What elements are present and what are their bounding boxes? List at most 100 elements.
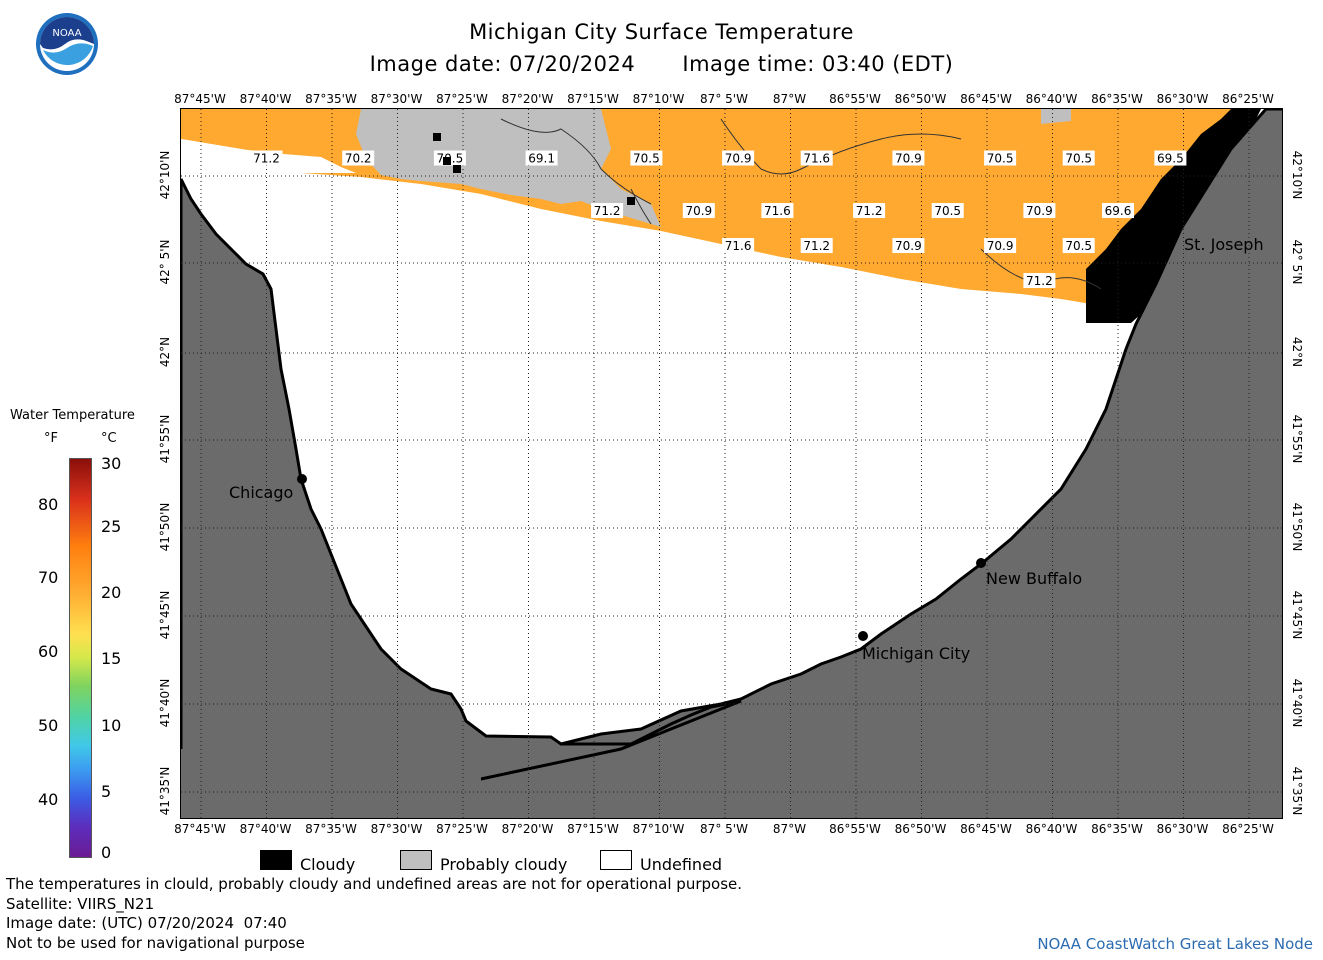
- longitude-label: 86°50'W: [894, 822, 947, 836]
- longitude-label: 86°35'W: [1091, 92, 1143, 106]
- svg-text:69.1: 69.1: [528, 152, 555, 166]
- colorbar-c-tick: 10: [101, 716, 122, 735]
- longitude-label: 86°30'W: [1156, 822, 1209, 836]
- legend-swatch-undefined: [600, 850, 632, 870]
- city-label-chicago: Chicago: [229, 483, 293, 502]
- latitude-label: 42°N: [1290, 336, 1304, 368]
- longitude-label: 87°30'W: [370, 92, 423, 106]
- longitude-label: 86°25'W: [1222, 92, 1274, 106]
- image-date: Image date: 07/20/2024: [369, 52, 636, 76]
- temperature-value-label: 71.2: [800, 238, 833, 254]
- temperature-value-label: 71.2: [1023, 273, 1056, 289]
- longitude-label: 87°30'W: [370, 822, 423, 836]
- longitude-label: 87°35'W: [305, 822, 357, 836]
- station-marker: [443, 157, 451, 165]
- svg-text:70.9: 70.9: [895, 239, 922, 253]
- longitude-label: 87°W: [772, 822, 807, 836]
- colorbar-unit-f: °F: [44, 431, 58, 446]
- svg-text:71.2: 71.2: [803, 239, 830, 253]
- temperature-value-label: 70.5: [931, 203, 964, 219]
- latitude-label: 41°35'N: [158, 766, 172, 816]
- latitude-label: 42°10'N: [1290, 150, 1304, 200]
- longitude-label: 86°50'W: [894, 92, 947, 106]
- temperature-value-label: 71.6: [761, 203, 794, 219]
- temperature-value-label: 70.9: [722, 150, 755, 166]
- longitude-label: 87°10'W: [632, 822, 685, 836]
- temperature-value-label: 70.5: [1062, 238, 1095, 254]
- temperature-labels: 71.2 70.2 70.5 69.1 70.5 70.9 71.6 70.9 70.5 70.5…: [250, 150, 1187, 289]
- colorbar-unit-c: °C: [101, 431, 117, 446]
- svg-text:71.6: 71.6: [725, 239, 752, 253]
- latitude-label: 41°35'N: [1290, 766, 1304, 816]
- image-time: Image time: 03:40 (EDT): [682, 52, 954, 76]
- temperature-value-label: 70.5: [630, 150, 663, 166]
- svg-text:71.2: 71.2: [594, 204, 621, 218]
- latitude-label: 41°50'N: [158, 502, 172, 552]
- longitude-label: 86°45'W: [960, 822, 1012, 836]
- colorbar-f-tick: 80: [38, 495, 59, 514]
- temperature-value-label: 70.5: [984, 150, 1017, 166]
- longitude-label: 86°55'W: [829, 92, 881, 106]
- colorbar-c-tick: 0: [101, 843, 112, 862]
- temperature-value-label: 70.9: [682, 203, 715, 219]
- city-marker-new-buffalo: [976, 558, 986, 568]
- svg-text:71.6: 71.6: [803, 152, 830, 166]
- longitude-label: 87° 5'W: [700, 822, 748, 836]
- svg-text:70.5: 70.5: [1065, 239, 1092, 253]
- city-marker-chicago: [297, 474, 307, 484]
- legend-swatch-probably-cloudy: [400, 850, 432, 870]
- city-label-new-buffalo: New Buffalo: [986, 569, 1082, 588]
- longitude-label: 87°20'W: [501, 822, 554, 836]
- latitude-label: 41°50'N: [1290, 502, 1304, 552]
- colorbar-c-tick: 25: [101, 517, 122, 536]
- lat-lon-grid: [181, 109, 1282, 818]
- longitude-label: 86°45'W: [960, 92, 1012, 106]
- svg-text:70.9: 70.9: [895, 152, 922, 166]
- probably-cloudy-area-small: [361, 109, 381, 129]
- colorbar-f-tick: 70: [38, 568, 59, 587]
- longitude-label: 87°15'W: [567, 822, 619, 836]
- svg-text:69.6: 69.6: [1105, 204, 1132, 218]
- svg-text:70.5: 70.5: [934, 204, 961, 218]
- latitude-label: 42° 5'N: [158, 239, 172, 285]
- map-svg: 71.2 70.2 70.5 69.1 70.5 70.9 71.6 70.9 70.5 70.5…: [181, 109, 1282, 818]
- longitude-label: 86°40'W: [1025, 92, 1078, 106]
- svg-text:70.9: 70.9: [725, 152, 752, 166]
- colorbar-c-tick: 30: [101, 454, 122, 473]
- map-panel: 71.2 70.2 70.5 69.1 70.5 70.9 71.6 70.9 70.5 70.5…: [180, 108, 1283, 819]
- noaa-logo: NOAA: [35, 12, 99, 76]
- temperature-value-label: 70.5: [1062, 150, 1095, 166]
- latitude-label: 41°40'N: [158, 678, 172, 728]
- longitude-label: 86°30'W: [1156, 92, 1209, 106]
- legend-label-cloudy: Cloudy: [300, 855, 356, 874]
- station-marker: [433, 133, 441, 141]
- longitude-label: 87°45'W: [174, 92, 226, 106]
- footer-satellite: Satellite: VIIRS_N21: [6, 895, 155, 913]
- temperature-value-label: 71.6: [722, 238, 755, 254]
- legend-swatch-cloudy: [260, 850, 292, 870]
- longitude-label: 87° 5'W: [700, 92, 748, 106]
- longitude-label: 87°40'W: [239, 822, 292, 836]
- longitude-label: 87°20'W: [501, 92, 554, 106]
- temperature-value-label: 69.1: [525, 150, 558, 166]
- longitude-label: 87°25'W: [436, 822, 488, 836]
- temperature-value-label: 70.9: [892, 150, 925, 166]
- svg-text:71.2: 71.2: [1026, 274, 1053, 288]
- city-marker-michigan-city: [858, 631, 868, 641]
- temperature-value-label: 71.2: [853, 203, 886, 219]
- temperature-value-label: 70.9: [892, 238, 925, 254]
- station-marker: [627, 197, 635, 205]
- footer-disclaimer: Not to be used for navigational purpose: [6, 934, 305, 952]
- longitude-label: 86°35'W: [1091, 822, 1143, 836]
- longitude-label: 87°35'W: [305, 92, 357, 106]
- longitude-label: 86°25'W: [1222, 822, 1274, 836]
- longitude-label: 87°25'W: [436, 92, 488, 106]
- temperature-value-label: 69.6: [1102, 203, 1134, 219]
- svg-text:70.5: 70.5: [987, 152, 1014, 166]
- svg-text:71.2: 71.2: [253, 152, 280, 166]
- latitude-label: 42° 5'N: [1290, 239, 1304, 285]
- colorbar-f-tick: 40: [38, 790, 59, 809]
- latitude-label: 41°40'N: [1290, 678, 1304, 728]
- svg-text:70.9: 70.9: [987, 239, 1014, 253]
- temperature-value-label: 71.6: [800, 150, 833, 166]
